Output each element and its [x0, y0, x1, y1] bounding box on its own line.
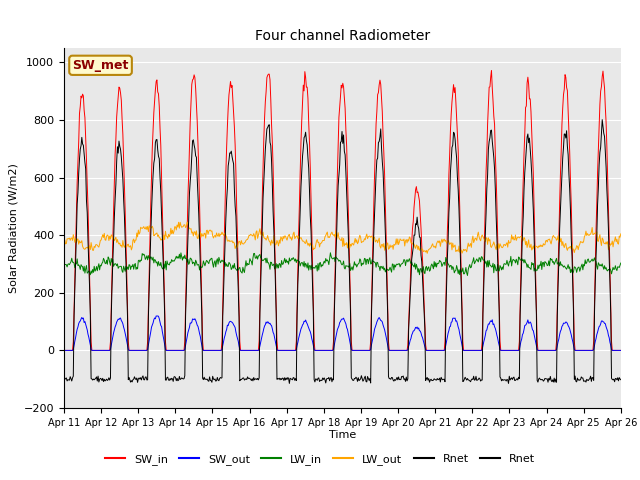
- Title: Four channel Radiometer: Four channel Radiometer: [255, 29, 430, 43]
- Rnet: [184, 236, 192, 241]
- LW_in: [60, 262, 68, 268]
- LW_out: [183, 219, 191, 225]
- LW_out: [185, 224, 193, 230]
- LW_out: [428, 242, 436, 248]
- LW_in: [617, 260, 625, 266]
- LW_out: [423, 251, 431, 256]
- LW_out: [617, 231, 625, 237]
- SW_out: [428, 348, 435, 353]
- Rnet: [598, 117, 606, 122]
- X-axis label: Time: Time: [329, 431, 356, 441]
- LW_in: [127, 264, 135, 269]
- SW_out: [185, 327, 193, 333]
- Rnet: [214, 374, 221, 380]
- Rnet: [127, 378, 135, 384]
- Rnet: [428, 376, 435, 382]
- LW_in: [411, 260, 419, 266]
- Line: SW_in: SW_in: [64, 71, 621, 350]
- LW_out: [60, 239, 68, 245]
- SW_in: [617, 348, 625, 353]
- Rnet: [285, 381, 293, 386]
- LW_in: [326, 250, 334, 256]
- LW_in: [428, 263, 435, 268]
- LW_in: [184, 256, 192, 262]
- SW_out: [154, 313, 161, 319]
- SW_out: [411, 326, 419, 332]
- SW_out: [617, 348, 625, 353]
- Rnet: [617, 377, 625, 383]
- SW_out: [127, 348, 135, 353]
- LW_in: [70, 260, 78, 266]
- SW_in: [214, 348, 221, 353]
- SW_in: [60, 348, 68, 353]
- Legend: SW_in, SW_out, LW_in, LW_out, Rnet, Rnet: SW_in, SW_out, LW_in, LW_out, Rnet, Rnet: [101, 450, 539, 469]
- Line: SW_out: SW_out: [64, 316, 621, 350]
- Y-axis label: Solar Radiation (W/m2): Solar Radiation (W/m2): [8, 163, 18, 293]
- Line: LW_in: LW_in: [64, 253, 621, 276]
- SW_out: [214, 348, 222, 353]
- LW_out: [70, 235, 78, 241]
- Rnet: [60, 377, 68, 383]
- Rnet: [411, 232, 419, 238]
- Rnet: [70, 313, 78, 319]
- LW_in: [463, 273, 471, 278]
- SW_in: [127, 348, 135, 353]
- Text: SW_met: SW_met: [72, 59, 129, 72]
- LW_out: [214, 233, 222, 239]
- Line: Rnet: Rnet: [64, 120, 621, 384]
- SW_in: [410, 204, 418, 210]
- SW_out: [60, 348, 68, 353]
- SW_in: [426, 348, 434, 353]
- SW_in: [488, 68, 495, 73]
- LW_in: [214, 256, 221, 262]
- LW_out: [127, 247, 135, 253]
- SW_in: [70, 306, 78, 312]
- SW_in: [184, 194, 192, 200]
- LW_out: [411, 244, 419, 250]
- SW_out: [70, 342, 78, 348]
- Line: LW_out: LW_out: [64, 222, 621, 253]
